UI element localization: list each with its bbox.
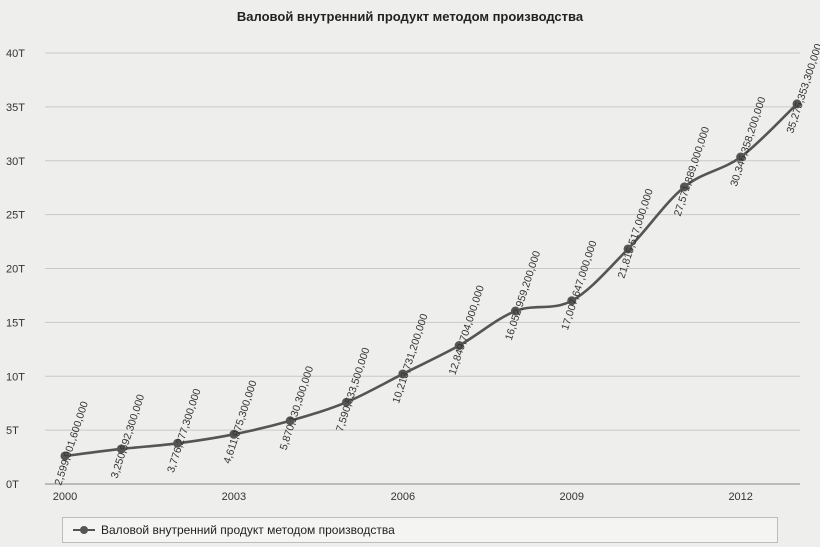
chart-svg: Валовой внутренний продукт методом произ… — [6, 9, 820, 503]
series — [60, 99, 802, 461]
x-tick-label: 2012 — [728, 491, 752, 503]
grid — [45, 52, 800, 485]
y-tick-label: 30T — [6, 156, 25, 168]
data-labels: 2,599,901,600,000 3,250,592,300,000 3,776,… — [52, 42, 820, 487]
y-tick-label: 10T — [6, 371, 25, 383]
y-tick-label: 5T — [6, 425, 19, 437]
data-point — [398, 369, 408, 379]
data-point — [623, 244, 633, 254]
y-axis-ticks: 0T 5T 10T 15T 20T 25T 30T 35T 40T — [6, 48, 25, 491]
y-tick-label: 15T — [6, 317, 25, 329]
data-label: 16,052,959,200,000 — [503, 249, 543, 342]
data-point — [342, 397, 352, 407]
data-label: 30,346,358,200,000 — [728, 95, 768, 188]
data-label: 7,590,533,500,000 — [334, 346, 373, 433]
data-label: 21,815,517,000,000 — [616, 187, 656, 280]
data-label: 10,213,731,200,000 — [390, 312, 430, 405]
data-point — [116, 444, 126, 454]
legend-label: Валовой внутренний продукт методом произ… — [101, 523, 395, 537]
x-tick-label: 2000 — [53, 491, 77, 503]
data-label: 4,611,975,300,000 — [221, 379, 259, 465]
data-point — [229, 429, 239, 439]
data-label: 3,250,592,300,000 — [109, 393, 148, 480]
data-point — [454, 341, 464, 351]
data-point — [60, 451, 70, 461]
x-tick-label: 2006 — [391, 491, 415, 503]
data-point — [173, 438, 183, 448]
data-point — [679, 182, 689, 192]
x-tick-label: 2009 — [560, 491, 584, 503]
series-line — [63, 102, 799, 458]
x-tick-label: 2003 — [222, 491, 246, 503]
data-point — [792, 99, 802, 109]
y-tick-label: 0T — [6, 479, 19, 491]
data-label: 35,275,353,300,000 — [784, 42, 820, 135]
chart-title: Валовой внутренний продукт методом произ… — [237, 9, 584, 24]
data-label: 27,571,889,000,000 — [672, 125, 712, 218]
legend: Валовой внутренний продукт методом произ… — [62, 517, 778, 543]
y-tick-label: 35T — [6, 102, 25, 114]
data-label: 2,599,901,600,000 — [52, 400, 91, 487]
x-axis-ticks: 2000 2003 2006 2009 2012 — [53, 491, 753, 503]
data-label: 3,776,277,300,000 — [165, 387, 204, 474]
y-tick-label: 20T — [6, 264, 25, 276]
y-tick-label: 25T — [6, 210, 25, 222]
data-point — [285, 416, 295, 426]
legend-marker-icon — [73, 525, 95, 535]
data-label: 5,870,130,300,000 — [278, 365, 317, 452]
data-point — [567, 296, 577, 306]
data-point — [736, 152, 746, 162]
y-tick-label: 40T — [6, 48, 25, 60]
data-point — [510, 306, 520, 316]
